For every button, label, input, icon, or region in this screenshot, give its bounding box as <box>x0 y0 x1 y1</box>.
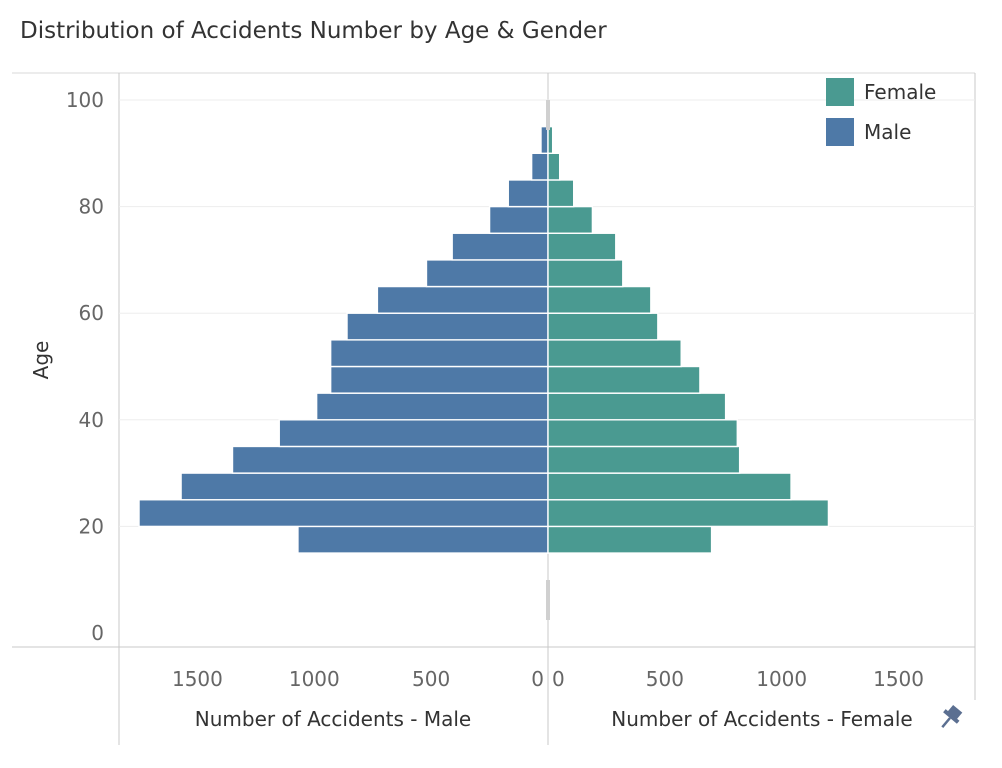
bar-female[interactable] <box>547 285 652 314</box>
bar-male[interactable] <box>278 419 549 448</box>
bar-female[interactable] <box>547 365 701 394</box>
bar-male[interactable] <box>231 445 549 474</box>
bar-male[interactable] <box>138 499 549 528</box>
y-tick-label: 0 <box>91 621 104 645</box>
bar-female[interactable] <box>547 499 830 528</box>
bar-male[interactable] <box>329 339 549 368</box>
y-tick-label: 80 <box>79 195 104 219</box>
bar-female[interactable] <box>547 232 617 261</box>
bar-male[interactable] <box>488 205 549 234</box>
bar-male[interactable] <box>507 179 549 208</box>
bar-male[interactable] <box>540 125 549 155</box>
bar-male[interactable] <box>530 152 549 181</box>
x-tick-label-male: 1000 <box>289 667 340 691</box>
bar-male[interactable] <box>451 232 549 261</box>
bar-female[interactable] <box>547 525 713 554</box>
x-tick-label-male: 0 <box>531 667 544 691</box>
bar-female[interactable] <box>547 392 727 421</box>
legend[interactable]: Female Male <box>826 78 936 146</box>
bar-female[interactable] <box>547 445 741 474</box>
y-axis-title: Age <box>29 341 53 380</box>
bar-male[interactable] <box>329 365 549 394</box>
bar-female[interactable] <box>547 152 561 181</box>
bar-female[interactable] <box>547 179 575 208</box>
legend-swatch-male <box>826 118 854 146</box>
pin-icon[interactable] <box>935 703 964 733</box>
x-axis-title-male: Number of Accidents - Male <box>195 707 471 731</box>
bar-female[interactable] <box>547 125 554 155</box>
bar-female[interactable] <box>547 259 624 288</box>
x-tick-label-female: 500 <box>646 667 684 691</box>
y-tick-label: 60 <box>79 301 104 325</box>
chart-title: Distribution of Accidents Number by Age … <box>20 18 607 44</box>
legend-label-male: Male <box>864 120 911 144</box>
legend-label-female: Female <box>864 80 936 104</box>
bar-female[interactable] <box>547 205 594 234</box>
y-tick-label: 100 <box>66 88 104 112</box>
bar-female[interactable] <box>547 472 792 501</box>
y-tick-label: 40 <box>79 408 104 432</box>
bar-male[interactable] <box>315 392 549 421</box>
bars <box>138 100 830 620</box>
x-tick-label-male: 500 <box>412 667 450 691</box>
bar-male[interactable] <box>297 525 549 554</box>
y-tick-label: 20 <box>79 514 104 538</box>
bar-male[interactable] <box>425 259 549 288</box>
x-tick-label-male: 1500 <box>172 667 223 691</box>
legend-swatch-female <box>826 78 854 106</box>
zero-marker-bottom <box>546 580 550 620</box>
bar-male[interactable] <box>180 472 549 501</box>
x-tick-label-female: 1000 <box>756 667 807 691</box>
x-tick-label-female: 0 <box>552 667 565 691</box>
chart-frame <box>12 72 976 745</box>
bar-female[interactable] <box>547 312 659 341</box>
bar-female[interactable] <box>547 419 738 448</box>
zero-marker-top <box>546 100 550 130</box>
bar-female[interactable] <box>547 339 682 368</box>
x-axis-title-female: Number of Accidents - Female <box>611 707 912 731</box>
x-tick-label-female: 1500 <box>873 667 924 691</box>
bar-male[interactable] <box>376 285 549 314</box>
bar-male[interactable] <box>346 312 549 341</box>
